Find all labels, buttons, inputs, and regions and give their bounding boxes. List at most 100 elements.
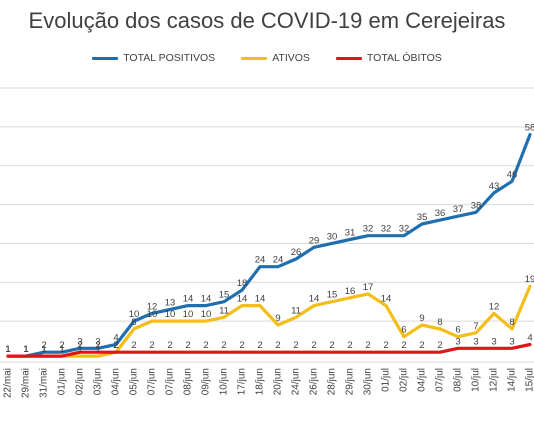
legend-label-total-positivos: TOTAL POSITIVOS: [123, 52, 216, 64]
legend-label-ativos: ATIVOS: [272, 52, 310, 64]
data-label: 2: [437, 340, 442, 351]
x-tick-label: 22/mai: [3, 368, 14, 398]
data-label: 2: [113, 340, 118, 351]
data-label: 10: [165, 309, 176, 320]
data-label: 2: [257, 340, 262, 351]
data-label: 2: [401, 340, 406, 351]
data-label: 10: [129, 309, 140, 320]
data-label: 2: [131, 340, 136, 351]
data-label: 6: [455, 325, 460, 336]
data-label: 2: [59, 340, 64, 351]
data-label: 14: [309, 294, 320, 305]
data-label: 2: [203, 340, 208, 351]
x-tick-label: 08/jul: [453, 368, 464, 392]
data-label: 3: [509, 336, 514, 347]
data-label: 1: [41, 344, 46, 355]
data-label: 43: [489, 181, 500, 192]
data-label: 2: [329, 340, 334, 351]
data-label: 38: [471, 200, 482, 211]
data-label: 4: [527, 332, 532, 343]
x-tick-label: 20/jun: [273, 368, 284, 395]
data-label: 13: [165, 297, 176, 308]
data-label: 29: [309, 235, 320, 246]
data-label: 14: [237, 294, 248, 305]
x-tick-label: 26/jun: [309, 368, 320, 395]
data-label: 2: [293, 340, 298, 351]
x-tick-label: 28/jun: [327, 368, 338, 395]
data-label: 11: [291, 305, 301, 316]
data-label: 4: [113, 332, 118, 343]
data-label: 3: [473, 336, 478, 347]
data-label: 30: [327, 231, 338, 242]
data-label: 1: [77, 344, 82, 355]
x-tick-label: 09/jun: [201, 368, 212, 395]
data-label: 36: [435, 208, 446, 219]
data-label: 24: [273, 255, 284, 266]
data-label: 2: [365, 340, 370, 351]
legend-swatch-ativos: [241, 56, 268, 60]
x-tick-label: 02/jun: [75, 368, 86, 395]
data-label: 46: [507, 169, 518, 180]
legend-swatch-total-obitos: [335, 56, 362, 60]
x-tick-label: 29/mai: [21, 368, 32, 398]
data-label: 2: [347, 340, 352, 351]
data-label: 1: [59, 344, 64, 355]
data-label: 6: [401, 325, 406, 336]
data-label: 8: [509, 317, 514, 328]
data-label: 1: [5, 344, 10, 355]
x-tick-label: 18/jun: [255, 368, 266, 395]
data-label: 7: [473, 321, 478, 332]
x-tick-label: 17/jun: [237, 368, 248, 395]
data-label: 3: [491, 336, 496, 347]
data-label: 14: [381, 294, 392, 305]
x-tick-label: 03/jun: [93, 368, 104, 395]
data-label: 11: [219, 305, 229, 316]
x-tick-label: 31/mai: [39, 368, 50, 398]
data-label: 12: [147, 301, 158, 312]
data-label: 3: [95, 336, 100, 347]
legend-swatch-total-positivos: [92, 56, 119, 60]
x-tick-label: 30/jun: [363, 368, 374, 395]
data-label: 19: [525, 274, 534, 285]
data-label: 18: [237, 278, 248, 289]
x-tick-label: 08/jun: [183, 368, 194, 395]
data-label: 8: [437, 317, 442, 328]
data-label: 10: [183, 309, 194, 320]
data-label: 10: [201, 309, 212, 320]
data-label: 1: [95, 344, 100, 355]
data-label: 26: [291, 247, 302, 258]
data-label: 2: [311, 340, 316, 351]
series-line-2: [6, 342, 532, 358]
data-label: 14: [183, 294, 194, 305]
data-label: 1: [23, 344, 28, 355]
legend-item-total-positivos: TOTAL POSITIVOS: [92, 52, 215, 64]
x-tick-label: 01/jun: [57, 368, 68, 395]
data-label: 3: [455, 336, 460, 347]
legend-label-total-obitos: TOTAL ÓBITOS: [366, 52, 442, 64]
series-line-1: [6, 284, 532, 358]
data-label: 9: [419, 313, 424, 324]
data-label: 31: [345, 228, 356, 239]
data-label: 35: [417, 212, 428, 223]
chart-title: Evolução dos casos de COVID-19 em Cereje…: [28, 8, 506, 33]
legend: TOTAL POSITIVOS ATIVOS TOTAL ÓBITOS: [0, 52, 534, 64]
series-line-0: [6, 133, 532, 358]
x-tick-label: 12/jul: [489, 368, 500, 392]
x-tick-label: 14/jul: [507, 368, 518, 392]
x-tick-label: 04/jul: [417, 368, 428, 392]
data-label: 2: [149, 340, 154, 351]
data-label: 32: [381, 224, 392, 235]
x-tick-label: 24/jun: [291, 368, 302, 395]
data-label: 1: [23, 344, 28, 355]
x-tick-label: 10/jul: [471, 368, 482, 392]
legend-item-ativos: ATIVOS: [241, 52, 310, 64]
x-tick-label: 07/jun: [165, 368, 176, 395]
data-label: 1: [5, 344, 10, 355]
data-label: 2: [113, 340, 118, 351]
x-tick-label: 04/jun: [111, 368, 122, 395]
data-label: 24: [255, 255, 266, 266]
data-label: 1: [41, 344, 46, 355]
x-tick-label: 15/jul: [525, 368, 534, 392]
data-label: 1: [23, 344, 28, 355]
